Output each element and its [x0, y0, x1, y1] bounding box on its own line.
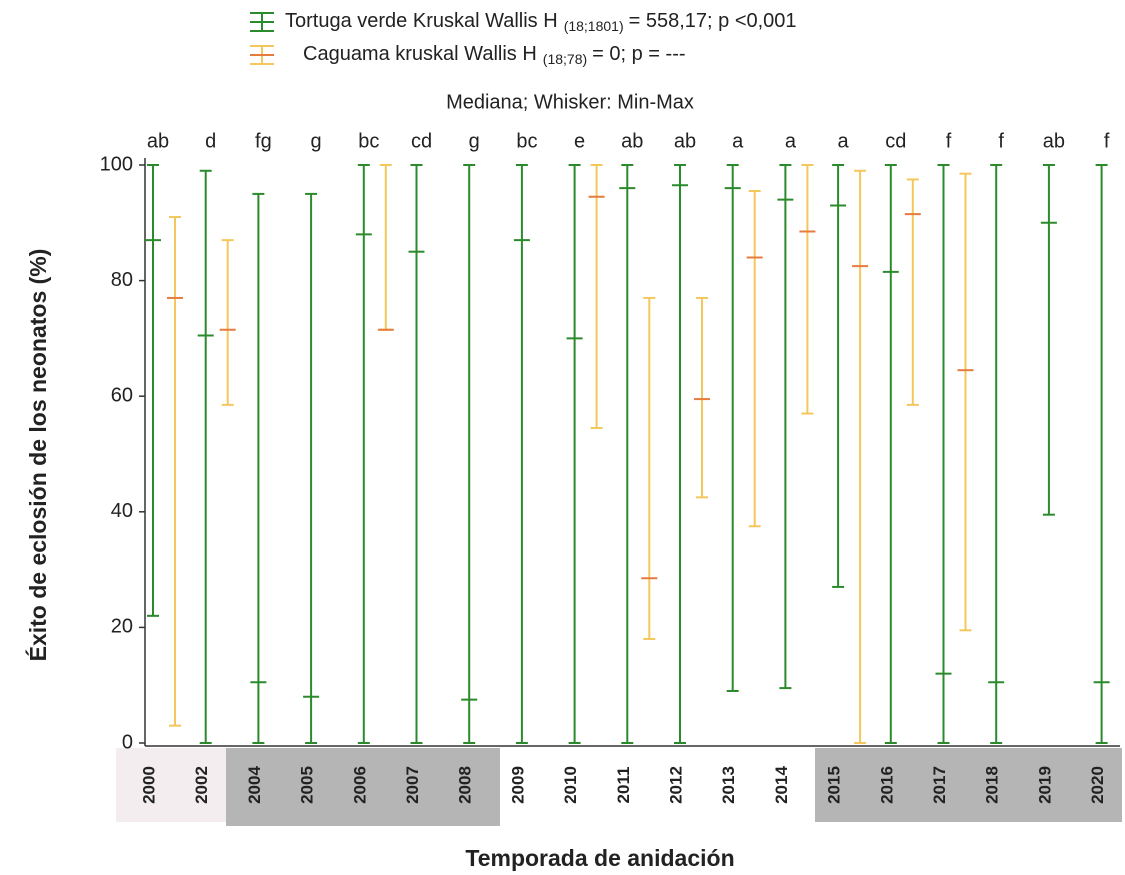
annotation: f	[1104, 130, 1110, 152]
annotation: d	[205, 130, 216, 152]
y-tick-label: 0	[122, 731, 133, 753]
annotation: a	[732, 130, 744, 152]
annotation: bc	[516, 130, 537, 152]
y-tick-label: 40	[111, 500, 133, 522]
legend-subscript: (18;78)	[543, 51, 587, 67]
x-tick-label: 2014	[772, 766, 791, 804]
x-tick-label: 2000	[139, 766, 158, 804]
annotation: ab	[147, 130, 169, 152]
x-tick-label: 2008	[456, 766, 475, 804]
x-tick-label: 2007	[403, 766, 422, 804]
annotation: ab	[674, 130, 696, 152]
legend-name: Tortuga verde Kruskal Wallis H	[285, 10, 558, 32]
x-tick-label: 2016	[877, 766, 896, 804]
x-axis-title: Temporada de anidación	[465, 845, 734, 871]
legend-subscript: (18;1801)	[564, 18, 624, 34]
season-band	[226, 748, 500, 826]
x-tick-label: 2018	[983, 766, 1002, 804]
annotation: a	[838, 130, 850, 152]
annotation: cd	[885, 130, 906, 152]
annotation: g	[469, 130, 480, 152]
x-tick-label: 2004	[245, 766, 264, 804]
annotation: bc	[358, 130, 379, 152]
x-tick-label: 2015	[825, 766, 844, 804]
x-tick-label: 2005	[298, 766, 317, 804]
legend-suffix: = 558,17; p <0,001	[629, 10, 797, 32]
x-tick-label: 2009	[508, 766, 527, 804]
annotation: ab	[621, 130, 643, 152]
season-band	[116, 748, 226, 822]
x-tick-label: 2002	[192, 766, 211, 804]
season-band	[815, 748, 1122, 822]
y-axis-title: Éxito de eclosión de los neonatos (%)	[24, 249, 51, 662]
annotation: f	[998, 130, 1004, 152]
x-tick-label: 2017	[930, 766, 949, 804]
y-tick-label: 100	[100, 153, 133, 175]
x-tick-label: 2010	[561, 766, 580, 804]
subtitle: Mediana; Whisker: Min-Max	[446, 91, 694, 113]
annotation: cd	[411, 130, 432, 152]
annotation: g	[311, 130, 322, 152]
x-tick-label: 2013	[719, 766, 738, 804]
annotation: fg	[255, 130, 272, 152]
y-tick-label: 60	[111, 384, 133, 406]
annotation: f	[946, 130, 952, 152]
legend-name: Caguama kruskal Wallis H	[303, 43, 537, 65]
legend-label: Tortuga verde Kruskal Wallis H (18;1801) =…	[285, 10, 797, 33]
annotation: ab	[1043, 130, 1065, 152]
y-tick-label: 20	[111, 616, 133, 638]
x-tick-label: 2006	[350, 766, 369, 804]
annotation: a	[785, 130, 797, 152]
x-tick-label: 2011	[614, 767, 633, 804]
legend-label: Caguama kruskal Wallis H (18;78) = 0; p = …	[303, 43, 686, 66]
x-tick-label: 2012	[666, 766, 685, 804]
x-tick-label: 2020	[1088, 766, 1107, 804]
annotation: e	[574, 130, 585, 152]
legend-suffix: = 0; p = ---	[592, 43, 685, 65]
y-tick-label: 80	[111, 269, 133, 291]
x-tick-label: 2019	[1035, 766, 1054, 804]
